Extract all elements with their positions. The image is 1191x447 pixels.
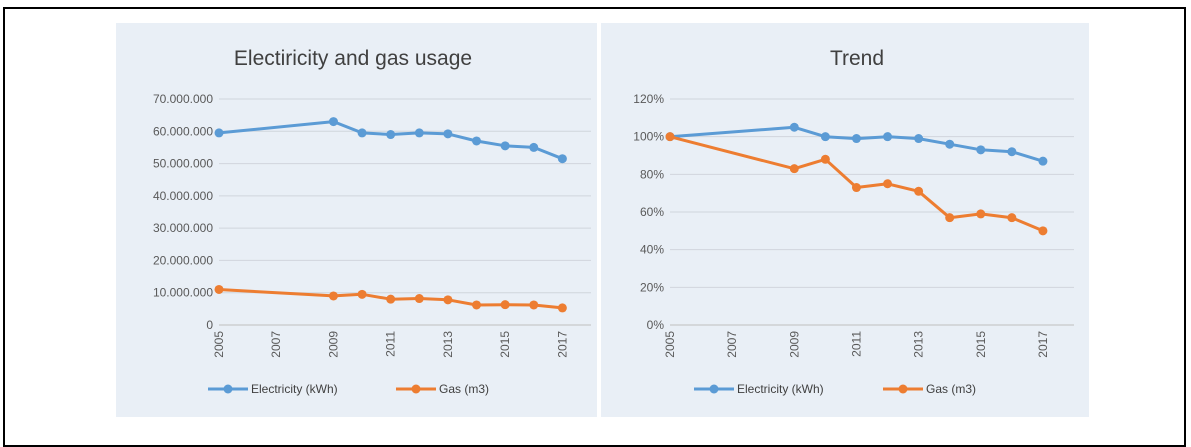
electricity-point: [914, 134, 924, 144]
y-tick-label: 40%: [640, 243, 664, 257]
x-tick-label: 2015: [974, 331, 988, 358]
usage-chart: Electiricity and gas usage 0 10.000.000 20.…: [153, 47, 591, 396]
legend-swatch-marker: [223, 384, 233, 394]
electricity-point: [386, 130, 396, 140]
electricity-point: [328, 117, 338, 127]
x-tick-label: 2013: [912, 331, 926, 358]
gas-point: [789, 164, 799, 174]
y-tick-label: 40.000.000: [153, 189, 213, 203]
y-tick-label: 20%: [640, 280, 664, 294]
gas-point: [557, 303, 567, 313]
electricity-point: [883, 132, 893, 142]
electricity-point: [357, 128, 367, 138]
x-tick-label: 2005: [212, 331, 226, 358]
y-tick-label: 10.000.000: [153, 286, 213, 300]
gas-point: [328, 291, 338, 301]
gas-point: [414, 294, 424, 304]
gas-point: [500, 300, 510, 310]
electricity-point: [1007, 147, 1017, 157]
legend-label: Gas (m3): [439, 382, 489, 396]
y-tick-label: 60.000.000: [153, 124, 213, 138]
gas-point: [945, 213, 955, 223]
y-tick-label: 20.000.000: [153, 253, 213, 267]
legend-label: Electricity (kWh): [737, 382, 824, 396]
gas-point: [820, 154, 830, 164]
gas-point: [1038, 226, 1048, 236]
gas-point: [976, 209, 986, 219]
usage-chart-panel: Electiricity and gas usage 0 10.000.000 20.…: [116, 23, 597, 417]
gas-point: [851, 183, 861, 193]
y-tick-label: 80%: [640, 167, 664, 181]
x-tick-label: 2013: [441, 331, 455, 358]
y-tick-label: 30.000.000: [153, 221, 213, 235]
x-tick-label: 2005: [663, 331, 677, 358]
electricity-point: [414, 128, 424, 138]
x-tick-label: 2011: [849, 331, 863, 357]
gas-point: [443, 295, 453, 305]
electricity-point: [1038, 156, 1048, 166]
gas-point: [665, 132, 675, 142]
gas-point: [214, 284, 224, 294]
electricity-point: [789, 122, 799, 132]
legend-label: Electricity (kWh): [251, 382, 338, 396]
gas-point: [883, 179, 893, 189]
y-tick-label: 70.000.000: [153, 92, 213, 106]
trend-chart-panel: Trend 0% 20% 40% 60% 80% 100% 120% 2005 2007 2009 2…: [601, 23, 1089, 417]
electricity-point: [472, 136, 482, 146]
electricity-point: [557, 154, 567, 164]
y-tick-label: 60%: [640, 205, 664, 219]
electricity-point: [820, 132, 830, 142]
gas-point: [386, 294, 396, 304]
x-tick-label: 2017: [1036, 331, 1050, 358]
electricity-point: [851, 134, 861, 144]
electricity-point: [443, 129, 453, 139]
electricity-line: [669, 125, 1044, 163]
y-tick-label: 0%: [647, 318, 665, 332]
y-tick-label: 120%: [633, 92, 664, 106]
electricity-point: [214, 128, 224, 138]
chart-title: Trend: [830, 47, 884, 70]
x-tick-label: 2015: [498, 331, 512, 358]
legend-label: Gas (m3): [926, 382, 976, 396]
gas-point: [357, 289, 367, 299]
y-tick-label: 50.000.000: [153, 157, 213, 171]
gas-line: [218, 288, 563, 310]
trend-chart: Trend 0% 20% 40% 60% 80% 100% 120% 2005 2007 2009 2…: [633, 47, 1074, 396]
legend-swatch-marker: [898, 384, 908, 394]
chart-title: Electiricity and gas usage: [234, 47, 472, 70]
gas-point: [914, 186, 924, 196]
electricity-point: [529, 142, 539, 152]
y-tick-label: 0: [206, 318, 213, 332]
x-tick-label: 2007: [725, 331, 739, 358]
gas-point: [1007, 213, 1017, 223]
electricity-point: [500, 141, 510, 151]
legend-swatch-marker: [709, 384, 719, 394]
gas-point: [529, 300, 539, 310]
legend-swatch-marker: [411, 384, 421, 394]
electricity-point: [945, 139, 955, 149]
gas-point: [472, 300, 482, 310]
electricity-point: [976, 145, 986, 155]
x-tick-label: 2011: [384, 331, 398, 357]
x-tick-label: 2009: [326, 331, 340, 358]
y-tick-label: 100%: [633, 130, 664, 144]
electricity-line: [218, 120, 563, 161]
gas-line: [669, 135, 1044, 233]
x-tick-label: 2007: [269, 331, 283, 358]
x-tick-label: 2009: [787, 331, 801, 358]
x-tick-label: 2017: [555, 331, 569, 358]
